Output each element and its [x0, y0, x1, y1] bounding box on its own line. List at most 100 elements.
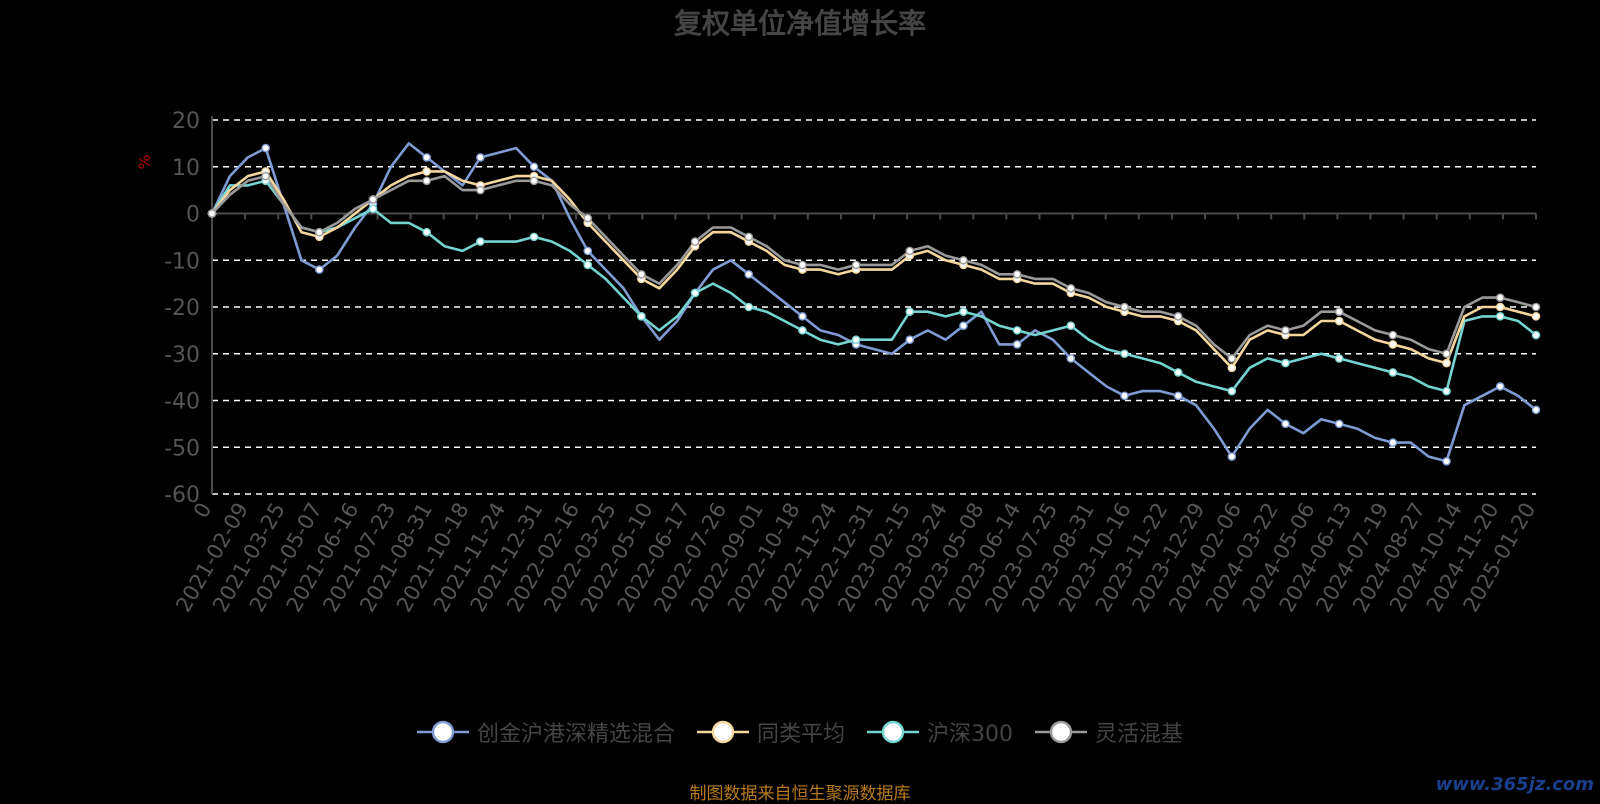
grid-lines: [212, 119, 1536, 495]
data-point: [1495, 293, 1505, 302]
data-point: [1531, 330, 1541, 340]
axes: [211, 116, 1537, 494]
y-tick-label: 20: [172, 109, 200, 134]
legend-item[interactable]: 创金沪港深精选混合: [416, 716, 675, 748]
data-point: [905, 246, 915, 256]
data-source-note: 制图数据来自恒生聚源数据库: [689, 784, 911, 804]
legend-swatch: [416, 720, 469, 744]
legend-item[interactable]: 沪深300: [867, 716, 1013, 748]
legend-swatch-marker: [881, 720, 905, 744]
legend-swatch-marker: [431, 720, 455, 744]
data-point: [261, 143, 270, 153]
y-tick-label: -30: [164, 343, 200, 368]
data-point: [798, 326, 807, 335]
data-point: [1281, 358, 1290, 368]
data-point: [1442, 386, 1451, 396]
data-point: [851, 335, 861, 345]
data-point: [1066, 354, 1076, 363]
data-point: [315, 265, 324, 274]
data-point: [1066, 321, 1076, 331]
legend-label: 灵活混基: [1095, 722, 1184, 747]
data-point: [261, 171, 270, 181]
data-point: [583, 213, 593, 223]
y-tick-label: -10: [164, 249, 200, 274]
data-point: [368, 204, 378, 214]
data-point: [1012, 326, 1022, 335]
legend-swatch: [696, 720, 749, 744]
data-point: [1334, 354, 1344, 363]
data-point: [637, 269, 646, 279]
data-point: [422, 176, 432, 186]
data-point: [1334, 316, 1344, 326]
legend-label: 同类平均: [756, 722, 845, 747]
y-tick-label: -60: [164, 483, 200, 508]
data-point: [1495, 312, 1505, 321]
data-point: [905, 307, 915, 316]
legend-swatch-marker: [711, 720, 735, 744]
data-point: [422, 153, 432, 162]
data-point: [1388, 438, 1398, 447]
y-axis-label: %: [135, 154, 154, 169]
data-point: [690, 288, 700, 298]
data-point: [1120, 302, 1129, 312]
data-point: [1388, 368, 1398, 377]
data-point: [851, 260, 861, 270]
data-point: [1227, 354, 1237, 363]
data-point: [529, 162, 539, 172]
x-tick-label: 0: [189, 499, 216, 523]
data-point: [583, 260, 593, 270]
data-point: [1173, 312, 1183, 321]
data-point: [744, 269, 754, 279]
data-point: [744, 232, 754, 242]
tick-labels: 20100-10-20-30-40-50-60%02021-02-092021-…: [135, 109, 1540, 616]
data-point: [1334, 419, 1344, 429]
data-point: [959, 321, 968, 331]
series-markers: [207, 143, 1541, 466]
watermark: www.365jz.com: [1435, 774, 1594, 795]
y-tick-label: 0: [186, 203, 200, 228]
data-point: [798, 312, 807, 321]
data-point: [744, 302, 754, 312]
legend-label: 沪深300: [927, 722, 1013, 747]
data-point: [1388, 340, 1398, 349]
data-point: [905, 335, 915, 345]
data-point: [1012, 269, 1022, 279]
data-point: [637, 312, 646, 321]
data-point: [1442, 456, 1451, 466]
legend-swatch: [1035, 720, 1087, 744]
series-line-1: [210, 170, 1537, 370]
data-point: [1281, 326, 1290, 335]
y-tick-label: 10: [172, 156, 200, 181]
data-point: [1388, 330, 1398, 340]
legend-item[interactable]: 同类平均: [696, 716, 845, 748]
data-point: [959, 255, 968, 265]
series-lines: [210, 142, 1537, 463]
data-point: [1531, 405, 1541, 415]
data-point: [1227, 363, 1237, 373]
legend-item[interactable]: 灵活混基: [1035, 716, 1183, 748]
series-line-2: [210, 179, 1537, 393]
data-point: [1442, 358, 1451, 368]
y-tick-label: -20: [164, 296, 200, 321]
data-point: [1531, 312, 1541, 321]
data-point: [1227, 452, 1237, 461]
data-point: [690, 237, 700, 246]
data-point: [476, 153, 485, 162]
y-tick-label: -50: [164, 436, 200, 461]
data-point: [1012, 340, 1022, 349]
data-point: [1281, 419, 1290, 429]
legend-swatch: [867, 720, 919, 744]
data-point: [1531, 302, 1541, 312]
data-point: [529, 176, 539, 186]
chart-title: 复权单位净值增长率: [673, 7, 926, 40]
data-point: [959, 307, 968, 316]
data-point: [1120, 391, 1129, 401]
legend-label: 创金沪港深精选混合: [476, 722, 675, 747]
data-point: [476, 237, 485, 246]
data-point: [1120, 349, 1129, 359]
data-point: [1495, 382, 1505, 391]
data-point: [368, 195, 378, 204]
data-point: [583, 246, 593, 256]
legend: 创金沪港深精选混合 同类平均 沪深300 灵活混基: [0, 716, 1600, 748]
